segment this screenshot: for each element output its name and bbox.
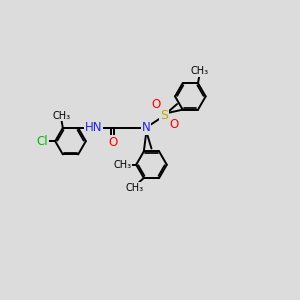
Text: O: O xyxy=(108,136,117,148)
Text: CH₃: CH₃ xyxy=(52,110,70,121)
Text: O: O xyxy=(169,118,178,131)
Text: CH₃: CH₃ xyxy=(125,183,143,193)
Text: O: O xyxy=(152,98,161,111)
Text: Cl: Cl xyxy=(36,135,48,148)
Text: CH₃: CH₃ xyxy=(190,66,208,76)
Text: HN: HN xyxy=(85,122,102,134)
Text: N: N xyxy=(142,122,151,134)
Text: S: S xyxy=(160,109,168,122)
Text: CH₃: CH₃ xyxy=(114,160,132,170)
